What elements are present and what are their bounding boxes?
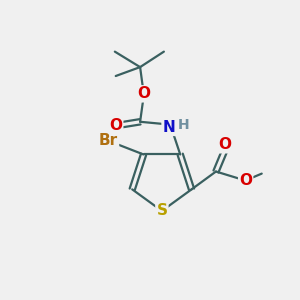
Text: O: O [137,86,150,101]
Text: N: N [163,120,175,135]
Text: O: O [239,173,252,188]
Text: O: O [218,137,231,152]
Text: S: S [156,203,167,218]
Text: O: O [109,118,122,133]
Text: H: H [178,118,190,132]
Text: Br: Br [99,133,118,148]
